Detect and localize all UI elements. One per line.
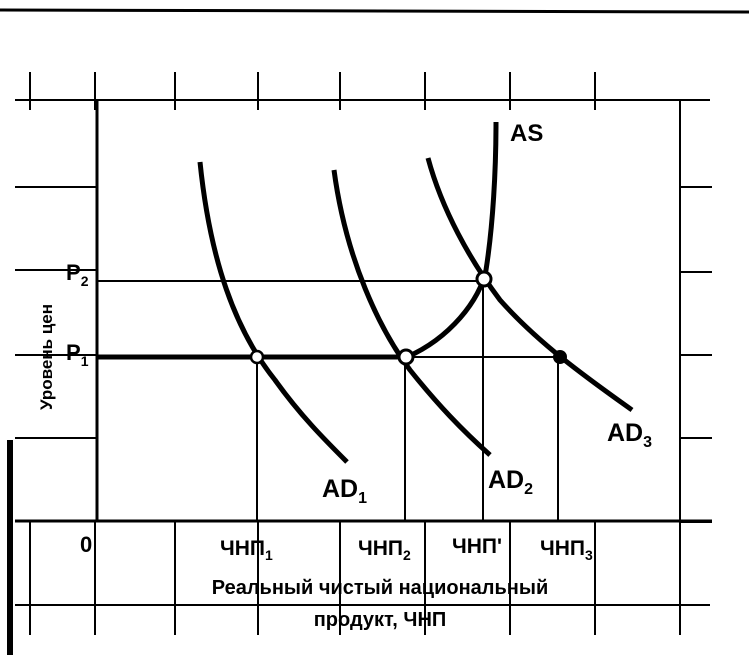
left-ticks [15, 186, 97, 439]
y-axis-title: Уровень цен [37, 304, 56, 410]
x-axis-title-line-1: Реальный чистый национальный [212, 577, 549, 599]
p1-label-subscript: 1 [81, 353, 89, 369]
q1-label-subscript: 1 [265, 547, 273, 563]
ad1-curve [197, 161, 349, 464]
ad3-label-subscript: 3 [643, 434, 652, 451]
ad1-label: AD1 [322, 475, 367, 507]
p2-label: P2 [66, 260, 89, 289]
q2-label-subscript: 2 [403, 547, 411, 563]
bottom-ticks [29, 520, 681, 635]
equilibrium-point-prime [475, 270, 493, 288]
p2-label-subscript: 2 [81, 273, 89, 289]
equilibrium-point-2 [397, 348, 415, 366]
q1-label: ЧНП1 [220, 537, 273, 563]
ad2-label-subscript: 2 [524, 481, 533, 498]
top-border-line [0, 8, 749, 14]
ad1-label-subscript: 1 [358, 490, 367, 507]
q3-label-subscript: 3 [585, 547, 593, 563]
p1-label: P1 [66, 340, 89, 369]
equilibrium-point-3 [553, 350, 567, 364]
as-curve-label: AS [510, 120, 543, 147]
x-axis-title-line-2: продукт, ЧНП [314, 609, 447, 631]
q3-label: ЧНП3 [540, 537, 593, 563]
ad3-curve [425, 157, 634, 413]
q2-label: ЧНП2 [358, 537, 411, 563]
as-curve [97, 121, 499, 360]
right-ticks [680, 186, 712, 523]
origin-label: 0 [80, 532, 92, 557]
ad3-label: AD3 [607, 419, 652, 451]
top-ticks [29, 72, 596, 110]
equilibrium-point-1 [249, 349, 265, 365]
ad2-label: AD2 [488, 466, 533, 498]
q-prime-label: ЧНП' [452, 535, 502, 558]
